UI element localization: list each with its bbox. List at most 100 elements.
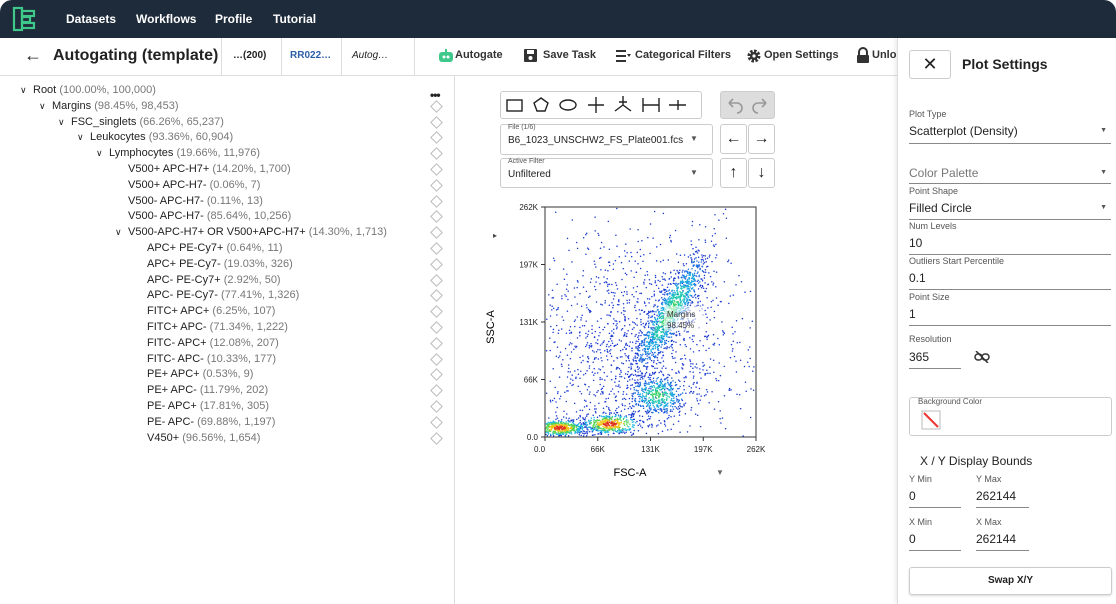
expand-caret[interactable]: ▸ [493,231,497,240]
tree-node[interactable]: PE+ APC+ (0.53%, 9) [134,366,253,382]
event-dot [647,405,649,407]
tab[interactable]: …(200) [233,50,267,61]
node-toggle[interactable] [430,289,443,303]
down-button[interactable]: ↓ [748,158,775,188]
tree-node[interactable]: V450+ (96.56%, 1,654) [134,430,260,446]
nav-item[interactable]: Workflows [136,12,197,26]
node-toggle[interactable] [430,415,443,429]
node-toggle[interactable] [430,131,443,145]
expand-arrow[interactable]: ∨ [96,148,103,159]
tree-node[interactable]: PE+ APC- (11.79%, 202) [134,382,268,398]
tree-node[interactable]: APC+ PE-Cy7- (19.03%, 326) [134,256,293,272]
undo-redo[interactable] [720,91,775,119]
node-toggle[interactable] [430,210,443,224]
node-toggle[interactable] [430,431,443,445]
background-color-field[interactable]: Background Color [909,397,1112,436]
tree-node[interactable]: FITC- APC- (10.33%, 177) [134,351,276,367]
nav-item[interactable]: Profile [215,12,253,26]
color-palette-field[interactable]: Color Palette ▼ [909,166,1111,184]
tree-node[interactable]: FITC- APC+ (12.08%, 207) [134,335,279,351]
node-toggle[interactable] [430,226,443,240]
filter-select[interactable]: Active Filter Unfiltered ▼ [500,158,713,188]
node-toggle[interactable] [430,147,443,161]
tree-node[interactable]: V500- APC-H7- (0.11%, 13) [115,193,263,209]
node-toggle[interactable] [430,336,443,350]
event-dot [685,376,687,379]
node-toggle[interactable] [430,352,443,366]
tree-node[interactable]: FITC+ APC- (71.34%, 1,222) [134,319,288,335]
node-toggle[interactable] [430,400,443,413]
tree-node[interactable]: PE- APC+ (17.81%, 305) [134,398,269,414]
bound-field[interactable]: X Max 262144 [976,517,1029,551]
outliers-field[interactable]: Outliers Start Percentile 0.1 [909,256,1111,290]
node-toggle[interactable] [430,178,443,192]
prev-button[interactable]: ← [720,124,747,154]
up-button[interactable]: ↑ [720,158,747,188]
event-dot [625,421,628,423]
tree-node[interactable]: APC- PE-Cy7- (77.41%, 1,326) [134,287,299,303]
nav-item[interactable]: Tutorial [273,12,317,26]
expand-arrow[interactable]: ∨ [20,85,27,95]
tree-node[interactable]: FITC+ APC+ (6.25%, 107) [134,303,275,319]
point-size-field[interactable]: Point Size 1 [909,292,1111,326]
node-toggle[interactable] [430,368,443,382]
tree-node[interactable]: ∨ Leukocytes (93.36%, 60,904) [77,129,233,145]
tree-node[interactable]: APC- PE-Cy7+ (2.92%, 50) [134,272,281,288]
tree-node[interactable]: V500+ APC-H7- (0.06%, 7) [115,177,260,193]
open-settings-button[interactable]: Open Settings [764,49,839,61]
autogate-button[interactable]: Autogate [455,49,503,61]
num-levels-field[interactable]: Num Levels 10 [909,221,1111,255]
node-toggle[interactable] [430,384,443,398]
event-dot [595,266,597,268]
event-dot [657,312,660,314]
node-toggle[interactable] [430,273,443,287]
bound-field[interactable]: X Min 0 [909,517,961,551]
tab[interactable]: RR022… [290,50,332,61]
tree-node[interactable]: ∨ Lymphocytes (19.66%, 11,976) [96,145,260,161]
plot-type-field[interactable]: Plot Type Scatterplot (Density) ▼ [909,109,1111,144]
node-toggle[interactable] [430,305,443,319]
tree-node[interactable]: ∨ Root (100.00%, 100,000) [20,82,156,98]
bound-field[interactable]: Y Min 0 [909,474,961,508]
file-select[interactable]: File (1/6) B6_1023_UNSCHW2_FS_Plate001.f… [500,124,713,155]
next-button[interactable]: → [748,124,775,154]
expand-arrow[interactable]: ∨ [39,100,46,111]
x-axis-caret[interactable]: ▼ [716,468,724,477]
event-dot [626,302,629,304]
point-shape-field[interactable]: Point Shape Filled Circle ▼ [909,186,1111,220]
tab[interactable]: Autog… [352,50,389,61]
node-toggle[interactable] [430,194,443,208]
resolution-field[interactable]: Resolution 365 [909,334,961,369]
node-toggle[interactable] [430,163,443,176]
tree-node[interactable]: PE- APC- (69.88%, 1,197) [134,414,275,430]
back-button[interactable]: ← [24,45,42,65]
expand-arrow[interactable]: ∨ [115,227,122,238]
node-toggle[interactable] [430,257,443,271]
link-icon[interactable] [974,351,990,363]
more-menu[interactable]: ••• [430,88,441,102]
unlock-button[interactable]: Unlo [872,49,897,61]
tree-node[interactable]: ∨ Margins (98.45%, 98,453) [39,98,179,114]
expand-arrow[interactable]: ∨ [58,116,65,127]
event-dot [600,357,602,359]
node-toggle[interactable] [430,321,443,334]
event-dot [612,298,615,300]
close-button[interactable]: ✕ [909,50,951,79]
node-toggle[interactable] [430,242,443,255]
event-dot [584,432,587,434]
tree-node[interactable]: V500+ APC-H7+ (14.20%, 1,700) [115,161,291,177]
swap-button[interactable]: Swap X/Y [909,567,1112,595]
event-dot [549,428,551,431]
bound-field[interactable]: Y Max 262144 [976,474,1029,508]
tree-node[interactable]: V500- APC-H7- (85.64%, 10,256) [115,208,291,224]
nav-item[interactable]: Datasets [66,12,117,26]
tree-node[interactable]: ∨ V500-APC-H7+ OR V500+APC-H7+ (14.30%, 1… [115,224,387,240]
node-toggle[interactable] [430,115,443,129]
tree-node[interactable]: ∨ FSC_singlets (66.26%, 65,237) [58,114,224,130]
categorical-filters-button[interactable]: Categorical Filters [635,49,731,61]
save-task-button[interactable]: Save Task [543,49,597,61]
expand-arrow[interactable]: ∨ [77,132,84,143]
event-dot [634,370,637,373]
tree-node[interactable]: APC+ PE-Cy7+ (0.64%, 11) [134,240,283,256]
